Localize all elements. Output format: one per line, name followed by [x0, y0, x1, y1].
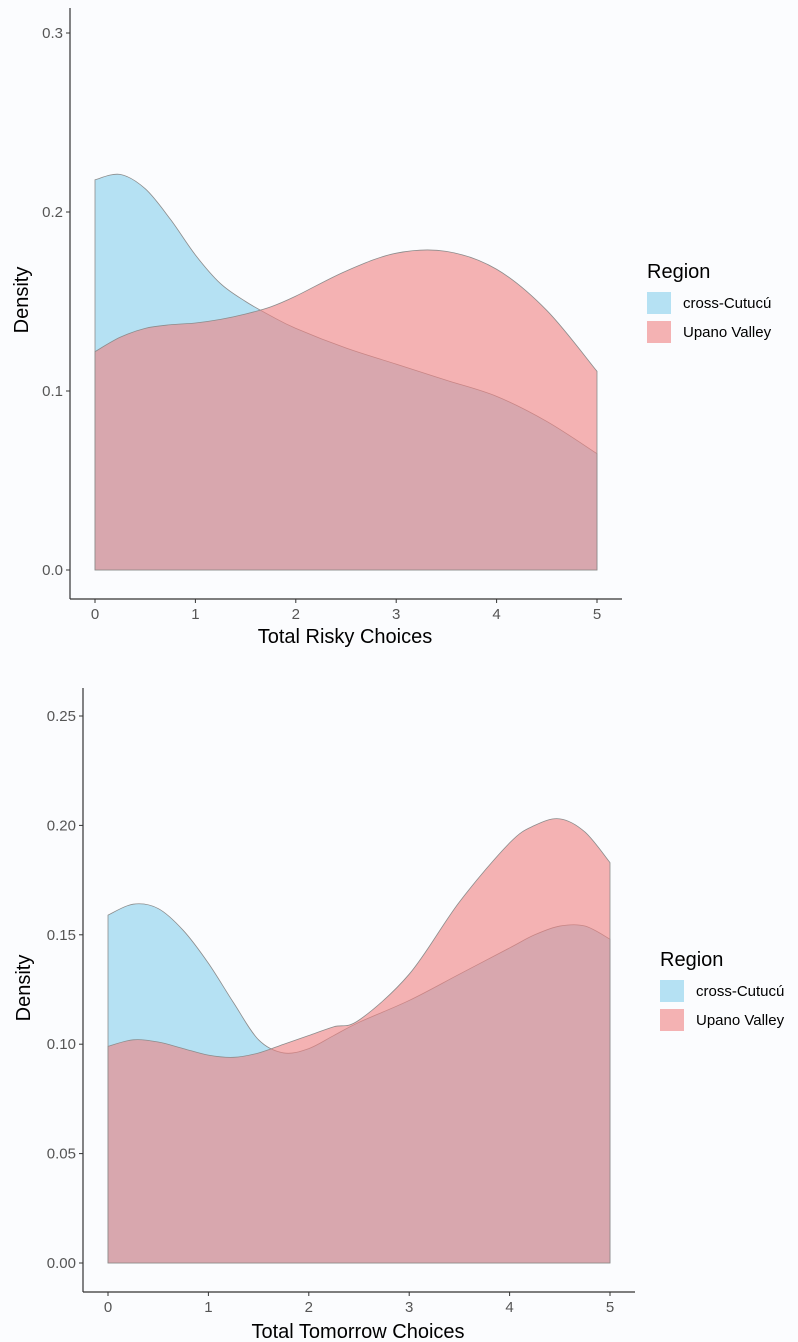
density-area-upano-valley — [107, 818, 611, 1264]
y-tick-label: 0.1 — [42, 383, 63, 400]
x-tick-label: 3 — [392, 606, 400, 623]
y-axis-ticks: 0.0 0.1 0.2 0.3 — [42, 25, 70, 579]
legend: Region cross-Cutucú Upano Valley — [647, 261, 772, 343]
legend-key-upano-valley — [647, 321, 671, 343]
x-axis-title: Total Risky Choices — [258, 626, 433, 648]
x-tick-label: 0 — [104, 1299, 112, 1316]
legend-key-upano-valley — [660, 1009, 684, 1031]
y-tick-label: 0.25 — [47, 708, 76, 725]
y-axis-ticks: 0.00 0.05 0.10 0.15 0.20 0.25 — [47, 708, 83, 1272]
legend-title: Region — [647, 261, 710, 283]
x-tick-label: 0 — [91, 606, 99, 623]
y-axis-title: Density — [11, 267, 33, 334]
legend-key-cross-cutucu — [660, 980, 684, 1002]
y-tick-label: 0.20 — [47, 817, 76, 834]
y-tick-label: 0.0 — [42, 562, 63, 579]
density-areas — [107, 818, 611, 1264]
legend-key-cross-cutucu — [647, 292, 671, 314]
x-tick-label: 5 — [606, 1299, 614, 1316]
y-tick-label: 0.10 — [47, 1036, 76, 1053]
y-tick-label: 0.2 — [42, 204, 63, 221]
legend-label-cross-cutucu: cross-Cutucú — [696, 983, 784, 1000]
legend: Region cross-Cutucú Upano Valley — [660, 949, 785, 1031]
x-axis-ticks: 0 1 2 3 4 5 — [91, 599, 601, 623]
x-tick-label: 4 — [492, 606, 500, 623]
y-tick-label: 0.00 — [47, 1255, 76, 1272]
x-tick-label: 1 — [204, 1299, 212, 1316]
x-axis-ticks: 0 1 2 3 4 5 — [104, 1292, 614, 1316]
x-tick-label: 2 — [305, 1299, 313, 1316]
x-tick-label: 4 — [505, 1299, 513, 1316]
y-tick-label: 0.15 — [47, 927, 76, 944]
y-tick-label: 0.05 — [47, 1146, 76, 1163]
x-tick-label: 1 — [191, 606, 199, 623]
x-tick-label: 3 — [405, 1299, 413, 1316]
legend-label-cross-cutucu: cross-Cutucú — [683, 295, 771, 312]
legend-label-upano-valley: Upano Valley — [696, 1012, 785, 1029]
density-areas — [94, 173, 598, 571]
y-tick-label: 0.3 — [42, 25, 63, 42]
legend-title: Region — [660, 949, 723, 971]
tomorrow-choices-density-chart: 0.00 0.05 0.10 0.15 0.20 0.25 0 1 2 3 4 5 Total To… — [13, 688, 785, 1342]
x-tick-label: 5 — [593, 606, 601, 623]
legend-label-upano-valley: Upano Valley — [683, 324, 772, 341]
density-area-upano-valley — [94, 249, 598, 571]
x-axis-title: Total Tomorrow Choices — [251, 1321, 464, 1342]
y-axis-title: Density — [13, 955, 35, 1022]
x-tick-label: 2 — [292, 606, 300, 623]
